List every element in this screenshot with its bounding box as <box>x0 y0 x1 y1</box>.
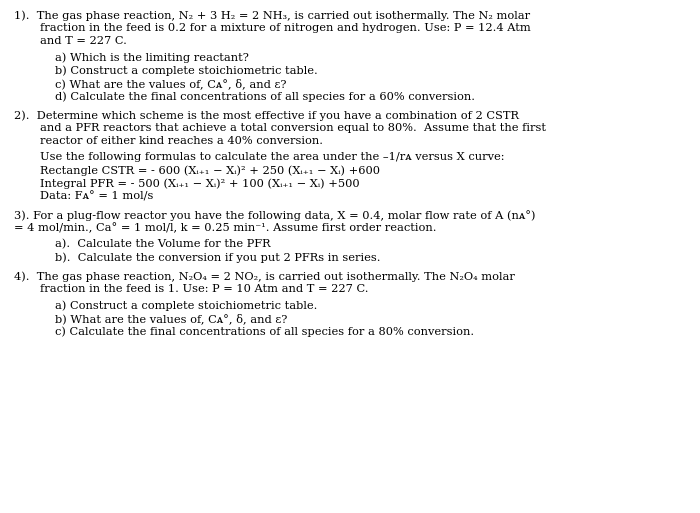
Text: fraction in the feed is 1. Use: P = 10 Atm and T = 227 C.: fraction in the feed is 1. Use: P = 10 A… <box>40 284 368 294</box>
Text: d) Calculate the final concentrations of all species for a 60% conversion.: d) Calculate the final concentrations of… <box>55 91 475 102</box>
Text: c) Calculate the final concentrations of all species for a 80% conversion.: c) Calculate the final concentrations of… <box>55 326 474 337</box>
Text: fraction in the feed is 0.2 for a mixture of nitrogen and hydrogen. Use: P = 12.: fraction in the feed is 0.2 for a mixtur… <box>40 23 531 33</box>
Text: a) Which is the limiting reactant?: a) Which is the limiting reactant? <box>55 52 249 63</box>
Text: b) What are the values of, Cᴀ°, δ, and ε?: b) What are the values of, Cᴀ°, δ, and ε… <box>55 313 288 324</box>
Text: Data: Fᴀ° = 1 mol/s: Data: Fᴀ° = 1 mol/s <box>40 191 153 202</box>
Text: c) What are the values of, Cᴀ°, δ, and ε?: c) What are the values of, Cᴀ°, δ, and ε… <box>55 78 286 89</box>
Text: = 4 mol/min., Ca° = 1 mol/l, k = 0.25 min⁻¹. Assume first order reaction.: = 4 mol/min., Ca° = 1 mol/l, k = 0.25 mi… <box>14 223 437 233</box>
Text: and T = 227 C.: and T = 227 C. <box>40 36 127 46</box>
Text: Rectangle CSTR = - 600 (Xᵢ₊₁ − Xᵢ)² + 250 (Xᵢ₊₁ − Xᵢ) +600: Rectangle CSTR = - 600 (Xᵢ₊₁ − Xᵢ)² + 25… <box>40 165 380 175</box>
Text: b) Construct a complete stoichiometric table.: b) Construct a complete stoichiometric t… <box>55 65 318 75</box>
Text: a) Construct a complete stoichiometric table.: a) Construct a complete stoichiometric t… <box>55 300 317 310</box>
Text: reactor of either kind reaches a 40% conversion.: reactor of either kind reaches a 40% con… <box>40 136 323 146</box>
Text: 2).  Determine which scheme is the most effective if you have a combination of 2: 2). Determine which scheme is the most e… <box>14 110 519 121</box>
Text: 3). For a plug-flow reactor you have the following data, X = 0.4, molar flow rat: 3). For a plug-flow reactor you have the… <box>14 210 536 221</box>
Text: 1).  The gas phase reaction, N₂ + 3 H₂ = 2 NH₃, is carried out isothermally. The: 1). The gas phase reaction, N₂ + 3 H₂ = … <box>14 10 530 21</box>
Text: a).  Calculate the Volume for the PFR: a). Calculate the Volume for the PFR <box>55 239 271 249</box>
Text: b).  Calculate the conversion if you put 2 PFRs in series.: b). Calculate the conversion if you put … <box>55 252 381 263</box>
Text: 4).  The gas phase reaction, N₂O₄ = 2 NO₂, is carried out isothermally. The N₂O₄: 4). The gas phase reaction, N₂O₄ = 2 NO₂… <box>14 271 515 282</box>
Text: Integral PFR = - 500 (Xᵢ₊₁ − Xᵢ)² + 100 (Xᵢ₊₁ − Xᵢ) +500: Integral PFR = - 500 (Xᵢ₊₁ − Xᵢ)² + 100 … <box>40 178 360 189</box>
Text: Use the following formulas to calculate the area under the –1/rᴀ versus X curve:: Use the following formulas to calculate … <box>40 152 505 162</box>
Text: and a PFR reactors that achieve a total conversion equal to 80%.  Assume that th: and a PFR reactors that achieve a total … <box>40 123 546 133</box>
